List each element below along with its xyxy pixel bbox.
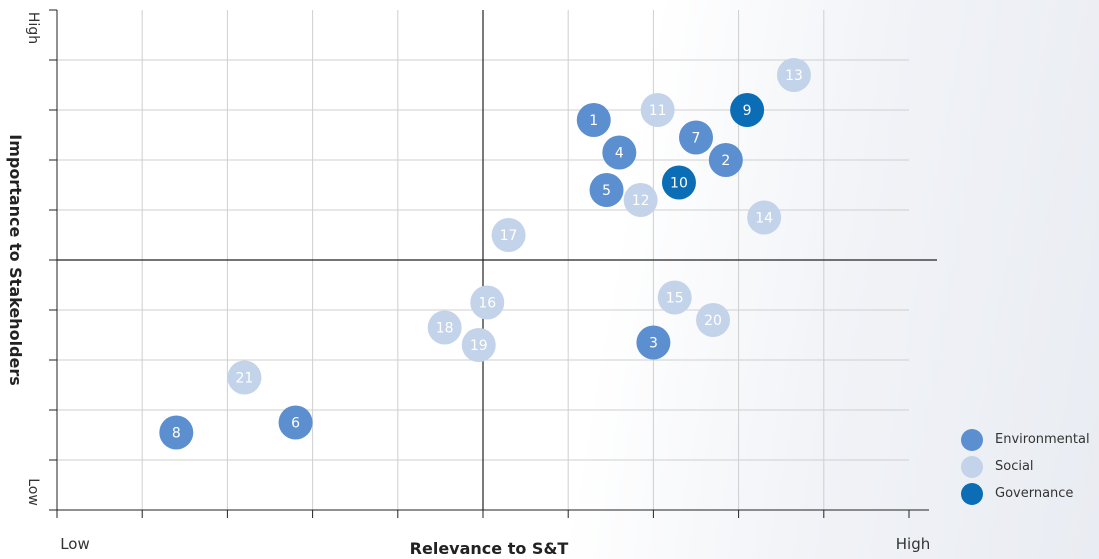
point-label: 3 (649, 336, 658, 352)
point-social (640, 93, 675, 127)
point-environmental (602, 135, 637, 170)
legend-item-environmental: Environmental (961, 426, 1090, 453)
point-social (470, 285, 505, 320)
point-label: 21 (236, 371, 254, 387)
point-environmental (278, 405, 313, 440)
legend-item-governance: Governance (961, 480, 1090, 507)
y-tick-high: High (25, 12, 41, 44)
point-social (227, 360, 262, 395)
point-social (427, 310, 462, 345)
point-environmental (159, 415, 194, 450)
point-label: 4 (615, 146, 624, 162)
point-social (776, 58, 811, 92)
legend: Environmental Social Governance (961, 426, 1090, 507)
point-label: 12 (632, 193, 650, 209)
point-social (623, 183, 658, 217)
legend-item-social: Social (961, 453, 1090, 480)
point-social (491, 218, 526, 252)
point-label: 18 (436, 321, 454, 337)
legend-swatch-social (961, 455, 983, 478)
point-label: 20 (704, 313, 722, 329)
legend-swatch-governance (961, 482, 983, 505)
point-label: 13 (785, 68, 803, 84)
point-environmental (576, 103, 611, 137)
x-axis-label: Relevance to S&T (410, 539, 569, 558)
point-label: 11 (649, 103, 667, 119)
point-environmental (679, 120, 713, 155)
point-label: 16 (478, 296, 496, 312)
point-social (657, 280, 692, 315)
point-label: 9 (743, 103, 752, 119)
point-label: 1 (589, 113, 598, 129)
y-tick-low: Low (25, 478, 41, 506)
point-label: 15 (666, 291, 684, 307)
y-axis-label: Importance to Stakeholders (6, 134, 25, 386)
point-label: 14 (755, 211, 773, 227)
legend-label-governance: Governance (995, 486, 1074, 501)
point-label: 8 (172, 426, 181, 442)
legend-label-environmental: Environmental (995, 432, 1090, 447)
legend-label-social: Social (995, 459, 1034, 474)
point-environmental (589, 173, 624, 207)
point-governance (661, 165, 696, 200)
point-social (461, 328, 496, 362)
point-governance (730, 93, 765, 127)
point-environmental (708, 143, 743, 177)
point-label: 17 (500, 228, 518, 244)
axes (49, 9, 937, 518)
x-tick-low: Low (60, 535, 90, 553)
point-label: 2 (721, 153, 730, 169)
point-label: 10 (670, 176, 688, 192)
point-label: 5 (602, 183, 611, 199)
point-social (696, 303, 731, 337)
point-environmental (636, 325, 671, 360)
legend-swatch-environmental (961, 428, 983, 451)
point-social (747, 200, 782, 235)
point-label: 7 (692, 131, 701, 147)
x-tick-high: High (896, 535, 930, 553)
point-label: 6 (291, 416, 300, 432)
point-label: 19 (470, 338, 488, 354)
